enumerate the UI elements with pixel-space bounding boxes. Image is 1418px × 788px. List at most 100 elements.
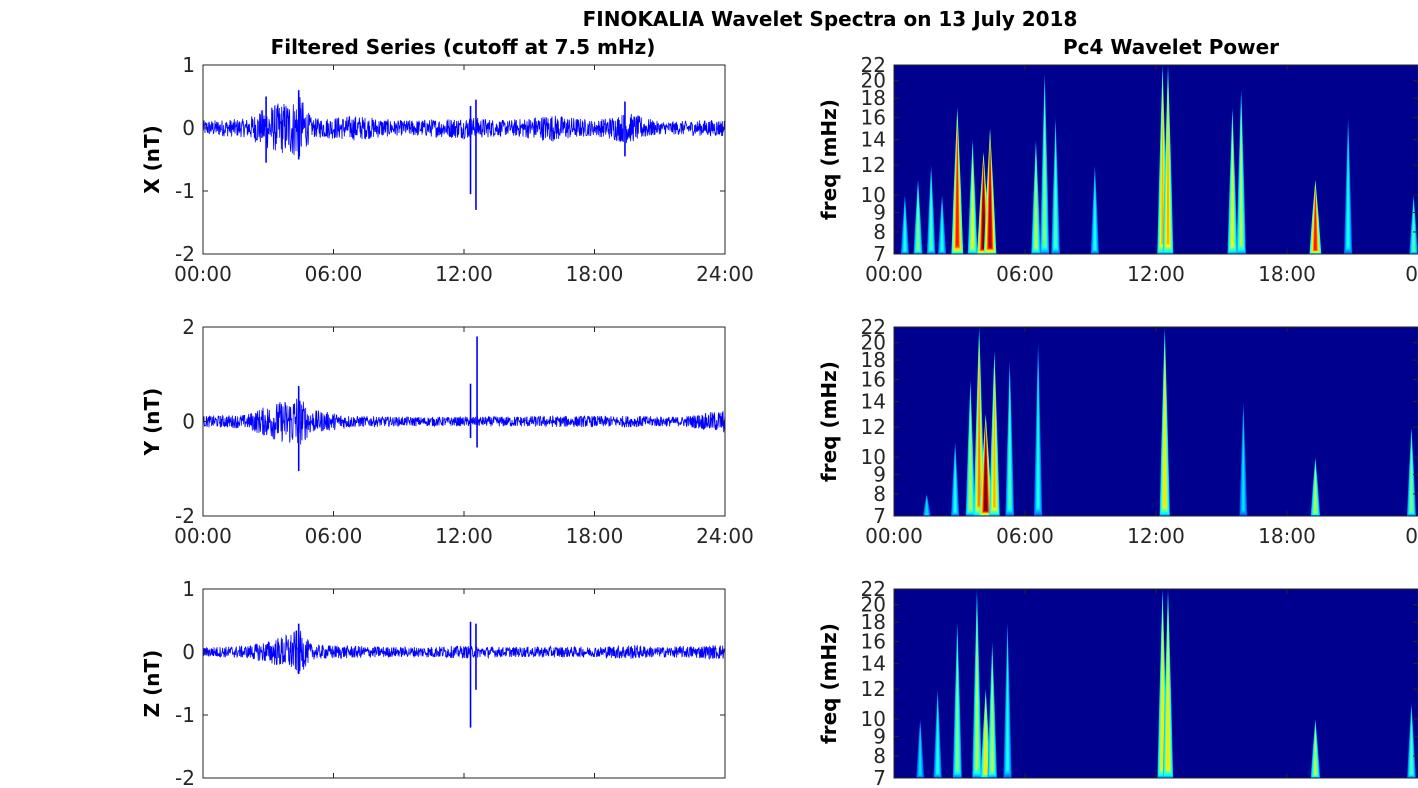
right-column-title: Pc4 Wavelet Power	[1063, 35, 1279, 59]
power-streak	[903, 202, 906, 252]
power-streak	[919, 726, 922, 776]
x-tick-label: 12:00	[1127, 524, 1185, 548]
series-line	[202, 97, 726, 157]
power-streak	[1166, 611, 1170, 769]
series-line	[202, 398, 726, 445]
y-tick-label: 18	[861, 348, 886, 372]
power-streak	[1239, 108, 1243, 246]
y-tick-label: 22	[861, 315, 886, 339]
x-tick-label: 12:00	[1127, 262, 1185, 286]
power-streak	[1161, 611, 1164, 769]
figure-title: FINOKALIA Wavelet Spectra on 13 July 201…	[583, 7, 1078, 31]
y-tick-label: 12	[861, 153, 886, 177]
power-streak	[1166, 87, 1170, 245]
power-streak	[956, 640, 959, 771]
x-tick-label: 24:00	[696, 262, 754, 286]
power-streak	[955, 125, 959, 247]
power-streak	[930, 175, 933, 250]
left-column-title: Filtered Series (cutoff at 7.5 mHz)	[271, 35, 656, 59]
y-tick-label: 12	[861, 415, 886, 439]
power-streak	[1314, 464, 1317, 514]
y-tick-label: 0	[182, 640, 195, 664]
power-streak	[993, 370, 996, 508]
x-tick-label: 00:00	[174, 524, 232, 548]
power-streak	[1410, 437, 1413, 512]
y-axis-label: freq (mHz)	[817, 361, 841, 482]
y-tick-label: 9	[873, 725, 886, 749]
power-streak	[1037, 363, 1040, 508]
power-streak	[969, 395, 972, 510]
y-tick-label: 9	[873, 201, 886, 225]
x-tick-label: 00	[1405, 524, 1418, 548]
power-streak	[984, 426, 988, 511]
x-tick-label: 18:00	[566, 262, 624, 286]
y-tick-label: 16	[861, 368, 886, 392]
y-tick-label: 20	[861, 69, 886, 93]
power-streak	[977, 349, 981, 507]
series-line	[202, 628, 726, 673]
x-tick-label: 00	[1405, 262, 1418, 286]
x-tick-label: 24:00	[696, 524, 754, 548]
x-tick-label: 12:00	[435, 524, 493, 548]
power-streak	[916, 188, 920, 251]
x-tick-label: 18:00	[1258, 524, 1316, 548]
y-tick-label: 8	[873, 220, 886, 244]
y-tick-label: 7	[873, 766, 886, 788]
x-tick-label: 18:00	[1258, 262, 1316, 286]
x-tick-label: 00:00	[865, 524, 923, 548]
power-streak	[1034, 153, 1038, 249]
power-streak	[1314, 726, 1317, 776]
power-streak	[1347, 133, 1350, 248]
y-axis-label: freq (mHz)	[817, 623, 841, 744]
y-tick-label: 20	[861, 593, 886, 617]
power-streak	[1412, 202, 1415, 252]
y-tick-label: 1	[182, 53, 195, 77]
y-tick-label: 8	[873, 744, 886, 768]
power-streak	[954, 450, 957, 513]
y-tick-label: 22	[861, 53, 886, 77]
power-streak	[1242, 415, 1245, 511]
x-tick-label: 06:00	[305, 262, 363, 286]
y-tick-label: 14	[861, 390, 886, 414]
y-tick-label: 14	[861, 652, 886, 676]
power-streak	[1093, 175, 1096, 250]
y-tick-label: 8	[873, 482, 886, 506]
x-tick-label: 18:00	[566, 524, 624, 548]
y-axis-label: Y (nT)	[140, 388, 164, 457]
power-streak	[975, 611, 979, 769]
y-tick-label: -2	[175, 242, 195, 266]
y-tick-label: -2	[175, 504, 195, 528]
y-tick-label: 10	[861, 707, 886, 731]
power-streak	[1313, 188, 1317, 251]
power-streak	[988, 143, 992, 248]
power-streak	[941, 202, 944, 252]
y-tick-label: 10	[861, 445, 886, 469]
y-tick-label: 14	[861, 128, 886, 152]
y-tick-label: 1	[182, 577, 195, 601]
y-tick-label: -1	[175, 179, 195, 203]
power-streak	[1054, 133, 1057, 248]
y-tick-label: 7	[873, 504, 886, 528]
x-tick-label: 12:00	[435, 262, 493, 286]
power-streak	[936, 699, 939, 774]
y-tick-label: 16	[861, 106, 886, 130]
power-streak	[981, 164, 986, 249]
y-tick-label: 22	[861, 577, 886, 601]
power-streak	[1161, 87, 1164, 245]
x-tick-label: 00:00	[865, 262, 923, 286]
y-axis-label: freq (mHz)	[817, 99, 841, 220]
y-tick-label: 10	[861, 183, 886, 207]
power-streak	[1008, 378, 1011, 509]
y-series-panel: 00:00 06:00 12:00 18:00 24:00 -2 0 2 Y (nT)	[140, 315, 754, 548]
x-tick-label: 06:00	[305, 524, 363, 548]
power-streak	[1231, 125, 1234, 247]
power-streak	[984, 699, 987, 774]
plot-area	[203, 65, 725, 254]
power-streak	[971, 153, 974, 249]
y-tick-label: 18	[861, 86, 886, 110]
y-tick-label: 16	[861, 630, 886, 654]
y-tick-label: 20	[861, 331, 886, 355]
